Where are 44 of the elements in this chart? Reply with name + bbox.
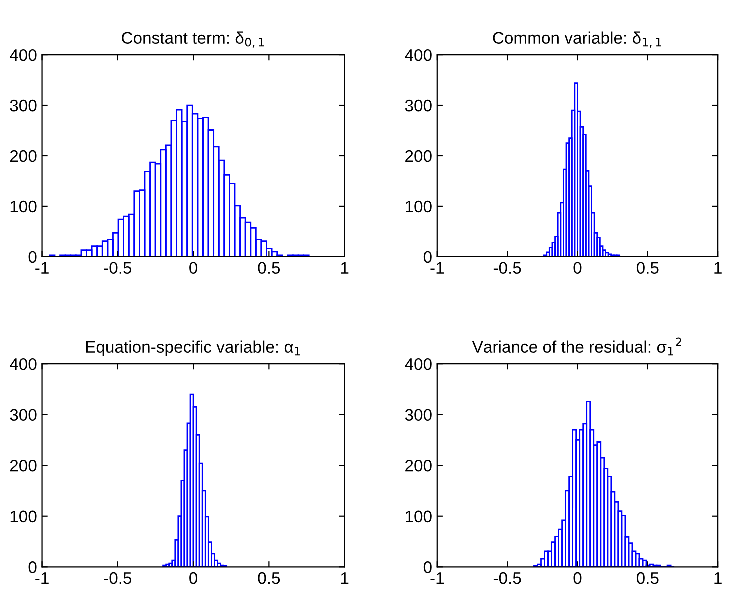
y-tick-label: 200 bbox=[10, 460, 37, 472]
x-tick-label: 1 bbox=[341, 262, 349, 274]
y-tick-label: 100 bbox=[406, 510, 432, 523]
x-tick-label: -1 bbox=[36, 572, 49, 584]
y-tick-label: 0 bbox=[424, 251, 432, 264]
x-tick-label: 0.5 bbox=[258, 262, 280, 274]
x-tick-label: -0.5 bbox=[494, 262, 522, 274]
chart-title: Variance of the residual: σ$_{1}$$^{2}$ bbox=[472, 338, 682, 356]
y-tick-label: 300 bbox=[10, 100, 37, 112]
y-tick-label: 100 bbox=[406, 200, 432, 213]
y-tick-label: 200 bbox=[406, 150, 432, 162]
chart-title: Constant term: δ$_{0,1}$ bbox=[122, 32, 264, 48]
x-tick-label: -0.5 bbox=[104, 572, 132, 584]
y-tick-label: 100 bbox=[10, 200, 37, 213]
y-tick-label: 100 bbox=[10, 510, 37, 523]
y-tick-label: 400 bbox=[405, 358, 432, 370]
x-tick-label: -1 bbox=[430, 262, 444, 274]
y-tick-label: 300 bbox=[10, 409, 37, 422]
y-tick-label: 200 bbox=[406, 460, 432, 472]
y-tick-label: 400 bbox=[10, 49, 37, 62]
y-tick-label: 300 bbox=[405, 409, 432, 422]
x-tick-label: 0.5 bbox=[636, 262, 659, 274]
x-tick-label: 1 bbox=[714, 572, 722, 584]
x-tick-label: -0.5 bbox=[494, 572, 522, 584]
x-tick-label: 0 bbox=[574, 262, 582, 274]
y-tick-label: 300 bbox=[405, 100, 432, 112]
y-tick-label: 0 bbox=[28, 251, 37, 264]
x-tick-label: 0.5 bbox=[636, 572, 659, 584]
x-tick-label: 0 bbox=[190, 572, 198, 584]
chart-title: Common variable: δ$_{1,1}$ bbox=[493, 32, 662, 48]
x-tick-label: 0 bbox=[574, 572, 582, 584]
x-tick-label: -1 bbox=[430, 572, 444, 584]
chart-title: Equation-specific variable: α$_{1}$ bbox=[86, 340, 300, 356]
y-tick-label: 200 bbox=[10, 150, 37, 162]
x-tick-label: 0 bbox=[190, 262, 198, 274]
y-tick-label: 0 bbox=[424, 562, 432, 574]
y-tick-label: 0 bbox=[28, 562, 37, 574]
x-tick-label: -0.5 bbox=[104, 262, 132, 274]
x-tick-label: -1 bbox=[36, 262, 49, 274]
x-tick-label: 0.5 bbox=[258, 572, 280, 584]
y-tick-label: 400 bbox=[405, 49, 432, 62]
y-tick-label: 400 bbox=[10, 358, 37, 370]
x-tick-label: 1 bbox=[714, 262, 722, 274]
x-tick-label: 1 bbox=[341, 572, 349, 584]
